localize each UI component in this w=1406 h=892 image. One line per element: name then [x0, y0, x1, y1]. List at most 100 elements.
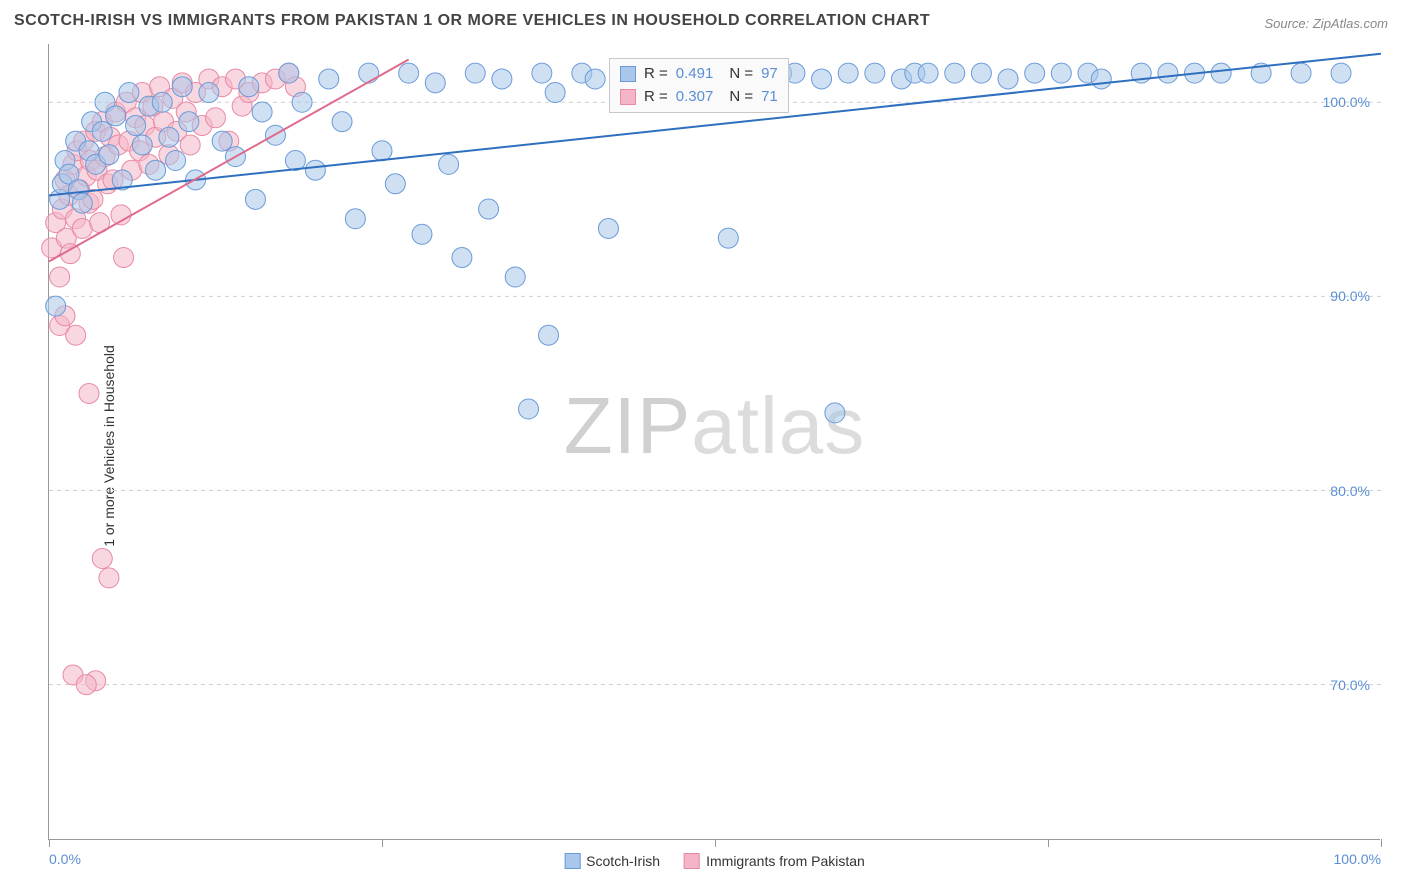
data-point: [465, 63, 485, 83]
x-tick: [49, 839, 50, 847]
legend-label-scotch-irish: Scotch-Irish: [586, 853, 660, 869]
x-tick: [715, 839, 716, 847]
stats-n-value-1: 71: [761, 86, 778, 109]
x-tick: [1048, 839, 1049, 847]
data-point: [92, 548, 112, 568]
stats-row-pakistan: R = 0.307 N = 71: [620, 86, 778, 109]
data-point: [1025, 63, 1045, 83]
data-point: [66, 325, 86, 345]
data-point: [206, 108, 226, 128]
data-point: [539, 325, 559, 345]
data-point: [132, 135, 152, 155]
data-point: [439, 154, 459, 174]
data-point: [166, 150, 186, 170]
data-point: [998, 69, 1018, 89]
data-point: [126, 116, 146, 136]
data-point: [50, 267, 70, 287]
data-point: [46, 296, 66, 316]
data-point: [1211, 63, 1231, 83]
data-point: [718, 228, 738, 248]
stats-n-label: N =: [729, 86, 753, 109]
x-tick: [1381, 839, 1382, 847]
stats-swatch-pakistan: [620, 89, 636, 105]
data-point: [945, 63, 965, 83]
x-tick-label: 100.0%: [1334, 851, 1381, 867]
data-point: [1291, 63, 1311, 83]
y-tick-label: 90.0%: [1330, 288, 1370, 304]
y-tick-label: 100.0%: [1323, 94, 1370, 110]
data-point: [180, 135, 200, 155]
legend-swatch-scotch-irish: [564, 853, 580, 869]
stats-r-value-1: 0.307: [676, 86, 714, 109]
data-point: [1051, 63, 1071, 83]
stats-n-label: N =: [729, 63, 753, 86]
data-point: [545, 83, 565, 103]
data-point: [279, 63, 299, 83]
data-point: [152, 92, 172, 112]
data-point: [971, 63, 991, 83]
data-point: [372, 141, 392, 161]
data-point: [1331, 63, 1351, 83]
x-tick: [382, 839, 383, 847]
legend-item-pakistan: Immigrants from Pakistan: [684, 853, 865, 869]
data-point: [245, 189, 265, 209]
data-point: [332, 112, 352, 132]
data-point: [918, 63, 938, 83]
data-point: [319, 69, 339, 89]
data-point: [838, 63, 858, 83]
data-point: [76, 675, 96, 695]
data-point: [412, 224, 432, 244]
data-point: [505, 267, 525, 287]
data-point: [106, 106, 126, 126]
data-point: [252, 102, 272, 122]
data-point: [179, 112, 199, 132]
data-point: [305, 160, 325, 180]
data-point: [519, 399, 539, 419]
y-tick-label: 70.0%: [1330, 677, 1370, 693]
data-point: [585, 69, 605, 89]
y-tick-label: 80.0%: [1330, 483, 1370, 499]
data-point: [1158, 63, 1178, 83]
data-point: [452, 248, 472, 268]
data-point: [385, 174, 405, 194]
x-tick-label: 0.0%: [49, 851, 81, 867]
data-point: [825, 403, 845, 423]
data-point: [425, 73, 445, 93]
data-point: [532, 63, 552, 83]
data-point: [199, 83, 219, 103]
legend-item-scotch-irish: Scotch-Irish: [564, 853, 660, 869]
stats-row-scotch-irish: R = 0.491 N = 97: [620, 63, 778, 86]
data-point: [172, 77, 192, 97]
data-point: [72, 193, 92, 213]
chart-plot-area: ZIPatlas 70.0%80.0%90.0%100.0% 0.0%100.0…: [48, 44, 1380, 840]
stats-r-label: R =: [644, 86, 668, 109]
data-point: [119, 83, 139, 103]
data-point: [114, 248, 134, 268]
correlation-stats-box: R = 0.491 N = 97 R = 0.307 N = 71: [609, 58, 789, 113]
data-point: [99, 568, 119, 588]
data-point: [159, 127, 179, 147]
data-point: [239, 77, 259, 97]
data-point: [292, 92, 312, 112]
data-point: [479, 199, 499, 219]
data-point: [79, 383, 99, 403]
data-point: [492, 69, 512, 89]
data-point: [1091, 69, 1111, 89]
data-point: [812, 69, 832, 89]
stats-r-value-0: 0.491: [676, 63, 714, 86]
stats-n-value-0: 97: [761, 63, 778, 86]
data-point: [146, 160, 166, 180]
data-point: [865, 63, 885, 83]
data-point: [92, 121, 112, 141]
data-point: [399, 63, 419, 83]
chart-title: SCOTCH-IRISH VS IMMIGRANTS FROM PAKISTAN…: [14, 12, 930, 30]
data-point: [359, 63, 379, 83]
data-point: [99, 145, 119, 165]
legend-label-pakistan: Immigrants from Pakistan: [706, 853, 865, 869]
data-point: [598, 218, 618, 238]
source-attribution: Source: ZipAtlas.com: [1264, 16, 1388, 31]
data-point: [212, 131, 232, 151]
legend: Scotch-Irish Immigrants from Pakistan: [564, 853, 865, 869]
stats-swatch-scotch-irish: [620, 66, 636, 82]
scatter-svg: [49, 44, 1380, 839]
